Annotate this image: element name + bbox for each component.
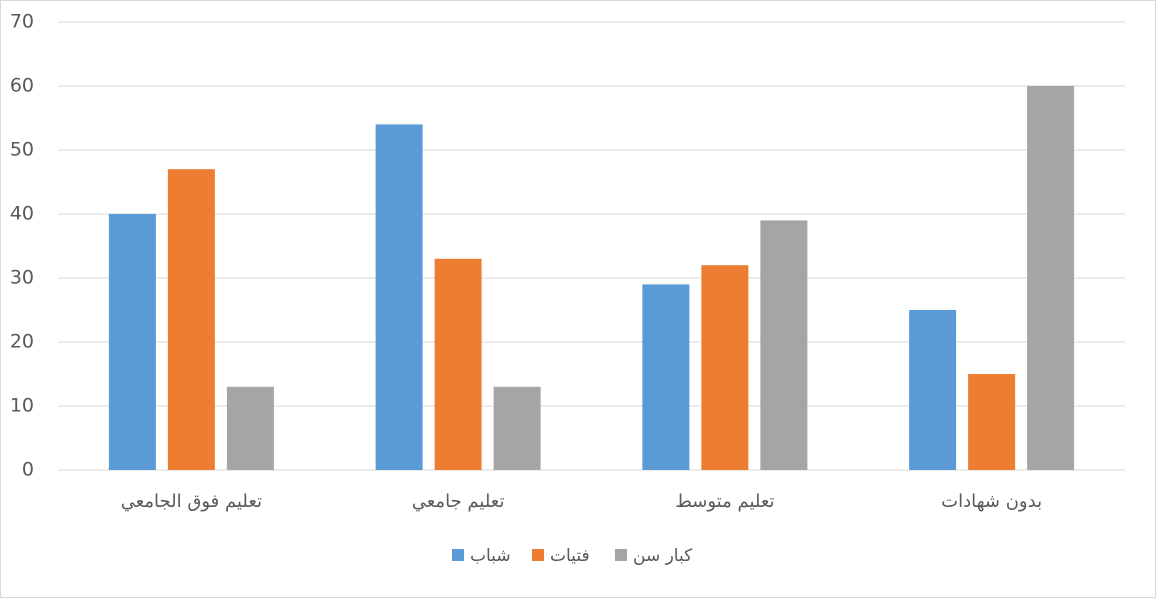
bar (968, 374, 1016, 470)
y-tick-label: 50 (10, 139, 34, 161)
y-tick-label: 60 (10, 75, 34, 97)
x-tick-label: تعليم متوسط (675, 491, 774, 512)
bar (108, 214, 156, 470)
x-tick-label: تعليم فوق الجامعي (121, 491, 262, 512)
bar (642, 284, 690, 470)
bar (434, 258, 482, 470)
legend-label: كبار سن (633, 546, 693, 566)
legend-label: شباب (470, 546, 511, 566)
legend-swatch (452, 549, 464, 561)
x-tick-label: تعليم جامعي (412, 491, 505, 512)
bar (167, 169, 215, 470)
legend-swatch (532, 549, 544, 561)
legend-label: فتيات (550, 546, 590, 566)
y-tick-label: 10 (10, 395, 34, 417)
legend-swatch (615, 549, 627, 561)
bar (493, 386, 541, 470)
bar (701, 265, 749, 470)
y-tick-label: 0 (22, 459, 34, 481)
y-tick-label: 40 (10, 203, 34, 225)
y-tick-label: 20 (10, 331, 34, 353)
x-tick-label: بدون شهادات (941, 491, 1042, 512)
bar (226, 386, 274, 470)
y-tick-label: 70 (10, 11, 34, 33)
bar (375, 124, 423, 471)
bar (909, 310, 957, 470)
y-tick-label: 30 (10, 267, 34, 289)
bar (760, 220, 808, 470)
bar (1027, 86, 1075, 470)
